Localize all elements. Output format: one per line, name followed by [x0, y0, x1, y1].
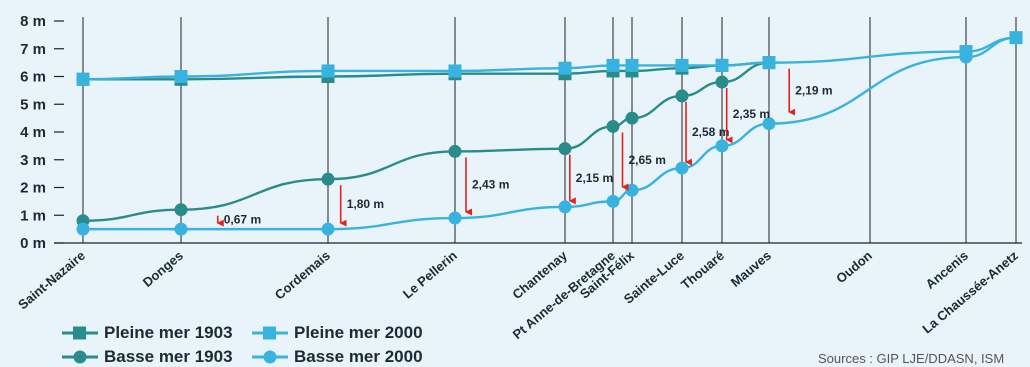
y-tick-label: 1 m: [20, 207, 46, 224]
difference-label-3: 2,15 m: [576, 171, 613, 185]
series-1-point-6: [626, 112, 639, 125]
difference-label-5: 2,58 m: [692, 125, 729, 139]
difference-label-1: 1,80 m: [347, 197, 384, 211]
difference-label-2: 2,43 m: [472, 178, 509, 192]
y-tick-label: 6 m: [20, 69, 46, 86]
legend-label: Basse mer 1903: [104, 347, 233, 367]
legend-circle-icon: [62, 350, 98, 364]
series-1-point-3: [449, 145, 462, 158]
y-tick-label: 2 m: [20, 180, 46, 197]
difference-label-0: 0,67 m: [224, 212, 261, 226]
series-3-point-4: [559, 200, 572, 213]
series-3-point-11: [1010, 31, 1023, 44]
series-2-point-7: [676, 59, 689, 72]
y-tick-label: 3 m: [20, 152, 46, 169]
series-1-point-7: [676, 89, 689, 102]
series-2-point-1: [175, 70, 188, 83]
series-3-point-8: [716, 139, 729, 152]
x-tick-label: Ancenis: [923, 248, 971, 292]
series-2-point-8: [716, 59, 729, 72]
series-3-point-1: [175, 223, 188, 236]
legend-label: Basse mer 2000: [294, 347, 423, 367]
series-1-point-5: [607, 120, 620, 133]
legend-circle-icon: [252, 350, 288, 364]
legend: Pleine mer 1903 Pleine mer 2000 Basse me…: [62, 323, 482, 367]
series-2-point-0: [77, 73, 90, 86]
series-3-point-3: [449, 212, 462, 225]
series-3-point-2: [322, 223, 335, 236]
legend-item-pleine-mer-2000: Pleine mer 2000: [252, 323, 423, 343]
series-2-point-6: [626, 59, 639, 72]
series-2-point-4: [559, 62, 572, 75]
difference-label-6: 2,35 m: [733, 107, 770, 121]
series-3-point-5: [607, 195, 620, 208]
series-3-point-0: [77, 223, 90, 236]
x-tick-label: Oudon: [833, 248, 875, 286]
y-tick-label: 7 m: [20, 41, 46, 58]
y-tick-label: 0 m: [20, 235, 46, 252]
y-tick-label: 8 m: [20, 13, 46, 30]
series-1-point-4: [559, 142, 572, 155]
series-line-1: [83, 63, 769, 221]
x-tick-label: Cordemais: [272, 248, 333, 303]
legend-item-pleine-mer-1903: Pleine mer 1903: [62, 323, 233, 343]
y-tick-label: 5 m: [20, 96, 46, 113]
legend-label: Pleine mer 2000: [294, 323, 423, 343]
legend-square-icon: [62, 326, 98, 340]
series-2-point-3: [449, 64, 462, 77]
legend-item-basse-mer-2000: Basse mer 2000: [252, 347, 423, 367]
series-1-point-8: [716, 76, 729, 89]
x-tick-label: Donges: [140, 248, 186, 290]
series-2-point-2: [322, 64, 335, 77]
series-1-point-2: [322, 173, 335, 186]
legend-item-basse-mer-1903: Basse mer 1903: [62, 347, 233, 367]
series-3-point-6: [626, 184, 639, 197]
series-line-3: [83, 38, 1016, 229]
x-tick-label: Le Pellerin: [400, 248, 460, 302]
x-tick-label: Saint-Nazaire: [15, 248, 88, 312]
difference-label-4: 2,65 m: [629, 153, 666, 167]
source-note: Sources : GIP LJE/DDASN, ISM: [818, 351, 1004, 366]
series-2-point-5: [607, 59, 620, 72]
y-tick-label: 4 m: [20, 124, 46, 141]
x-tick-label: Thouaré: [678, 248, 727, 292]
x-tick-label: Mauves: [728, 248, 774, 290]
legend-label: Pleine mer 1903: [104, 323, 233, 343]
legend-square-icon: [252, 326, 288, 340]
x-tick-label: La Chaussée-Anetz: [919, 247, 1021, 336]
difference-label-7: 2,19 m: [795, 83, 832, 97]
series-3-point-7: [676, 162, 689, 175]
series-1-point-1: [175, 203, 188, 216]
series-2-point-9: [763, 56, 776, 69]
series-3-point-10: [960, 51, 973, 64]
